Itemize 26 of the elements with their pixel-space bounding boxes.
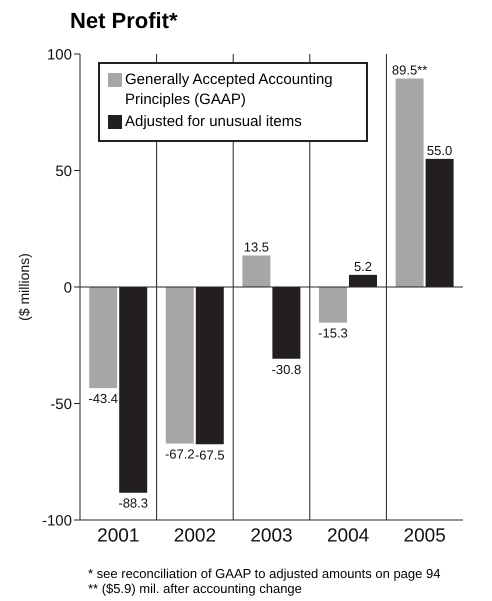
text: ** ($5.9) mil. after accounting change xyxy=(88,581,303,596)
data-label: -15.3 xyxy=(318,326,348,341)
data-label: -30.8 xyxy=(272,362,302,377)
data-label: -67.2 xyxy=(164,446,195,462)
text: * see reconciliation of GAAP to adjusted amounts on page 94 xyxy=(88,566,442,581)
data-label: 5.2 xyxy=(354,258,372,274)
y-tick-label: 0 xyxy=(64,279,72,296)
x-tick-label: 2004 xyxy=(326,525,370,546)
y-tick-label: 100 xyxy=(46,46,72,64)
x-tick-label: 2003 xyxy=(250,525,293,546)
data-label: 55.0 xyxy=(426,142,452,158)
y-tick-label: 50 xyxy=(55,162,72,180)
legend-label: Generally Accepted Accounting Principles (GAAP) xyxy=(125,70,334,110)
data-label: 13.5 xyxy=(244,240,270,255)
x-tick-label: 2005 xyxy=(404,525,446,546)
x-tick-label: 2001 xyxy=(97,525,140,546)
y-axis-title: ($ millions) xyxy=(16,253,32,321)
data-label: -67.5 xyxy=(194,447,225,462)
x-tick-label: 2002 xyxy=(174,525,216,546)
data-label: -43.4 xyxy=(88,391,118,406)
data-label: -88.3 xyxy=(118,496,148,511)
data-label: 89.5** xyxy=(392,62,428,78)
chart-title: Net Profit* xyxy=(70,8,179,34)
y-tick-label: -100 xyxy=(42,512,72,530)
legend-label: Adjusted for unusual items xyxy=(125,112,302,132)
y-tick-label: -50 xyxy=(50,396,72,413)
